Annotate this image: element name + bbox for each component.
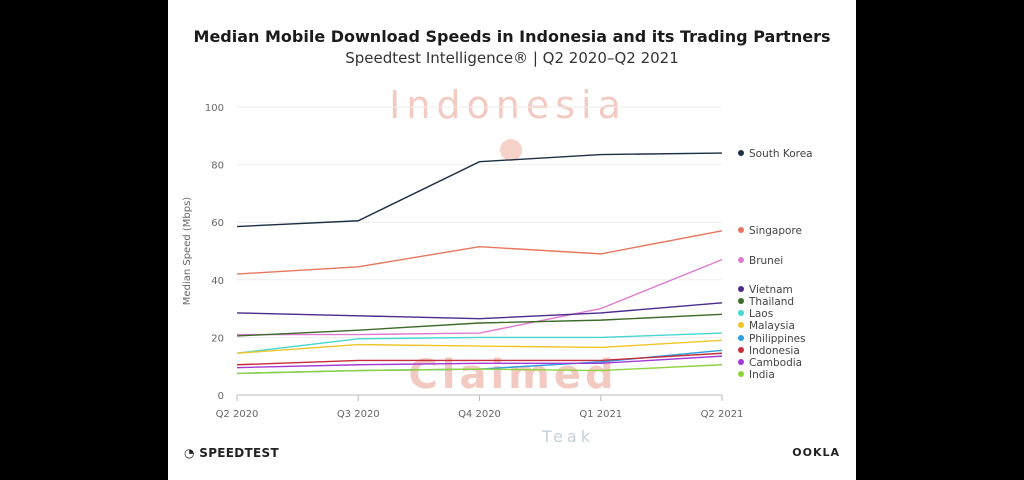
series-line-india — [236, 364, 723, 375]
watermark-text: Indonesia — [389, 83, 627, 127]
watermark-sun-icon — [500, 139, 522, 161]
chart-title: Median Mobile Download Speeds in Indones… — [193, 27, 831, 46]
speedtest-logo-text: SPEEDTEST — [199, 446, 279, 460]
y-tick-label: 40 — [211, 276, 224, 287]
series-line-malaysia — [236, 339, 723, 354]
x-tick-label: Q4 2020 — [458, 409, 501, 420]
chart-subtitle: Speedtest Intelligence® | Q2 2020–Q2 202… — [345, 49, 679, 67]
series-line-laos — [236, 332, 723, 354]
speedtest-logo: ◔ SPEEDTEST — [184, 446, 279, 460]
x-tick-label: Q1 2021 — [579, 409, 622, 420]
series-line-singapore — [236, 230, 723, 275]
legend-label: South Korea — [749, 148, 813, 160]
legend-label: Singapore — [749, 225, 802, 237]
series-line-south-korea — [236, 152, 723, 228]
ookla-logo: OOKLA — [792, 446, 840, 459]
legend-marker — [738, 298, 744, 304]
legend-marker — [738, 286, 744, 292]
legend-label: Vietnam — [749, 284, 793, 296]
watermark-text: Teak — [541, 427, 594, 446]
legend-marker — [738, 371, 744, 377]
legend-label: Malaysia — [749, 320, 795, 332]
legend-label: Indonesia — [749, 345, 800, 357]
legend-marker — [738, 310, 744, 316]
chart-panel: Median Mobile Download Speeds in Indones… — [168, 0, 856, 480]
legend-marker — [738, 257, 744, 263]
legend-label: Philippines — [749, 333, 806, 345]
series-line-vietnam — [236, 302, 723, 320]
legend-marker — [738, 322, 744, 328]
legend-marker — [738, 347, 744, 353]
watermark-text: Claimed — [408, 352, 617, 398]
y-tick-label: 80 — [211, 161, 224, 172]
legend-label: Thailand — [748, 296, 794, 308]
legend-marker — [738, 150, 744, 156]
y-tick-label: 100 — [205, 103, 224, 114]
x-tick-label: Q2 2021 — [701, 409, 744, 420]
legend-label: India — [749, 369, 775, 381]
series-line-indonesia — [236, 352, 723, 366]
y-tick-label: 60 — [211, 218, 224, 229]
y-axis-label: Median Speed (Mbps) — [182, 197, 193, 306]
legend-label: Laos — [749, 308, 773, 320]
y-tick-label: 0 — [218, 391, 224, 402]
legend-label: Cambodia — [749, 357, 802, 369]
y-tick-label: 20 — [211, 333, 224, 344]
x-tick-label: Q3 2020 — [337, 409, 380, 420]
series-line-cambodia — [236, 355, 723, 369]
x-tick-label: Q2 2020 — [216, 409, 259, 420]
legend-marker — [738, 359, 744, 365]
series-line-thailand — [236, 313, 723, 337]
legend-marker — [738, 335, 744, 341]
legend-marker — [738, 227, 744, 233]
legend-label: Brunei — [749, 255, 783, 267]
series-line-brunei — [237, 258, 723, 336]
line-chart: Indonesia Claimed Teak 0 20 40 60 80 100 Median S… — [182, 83, 813, 446]
